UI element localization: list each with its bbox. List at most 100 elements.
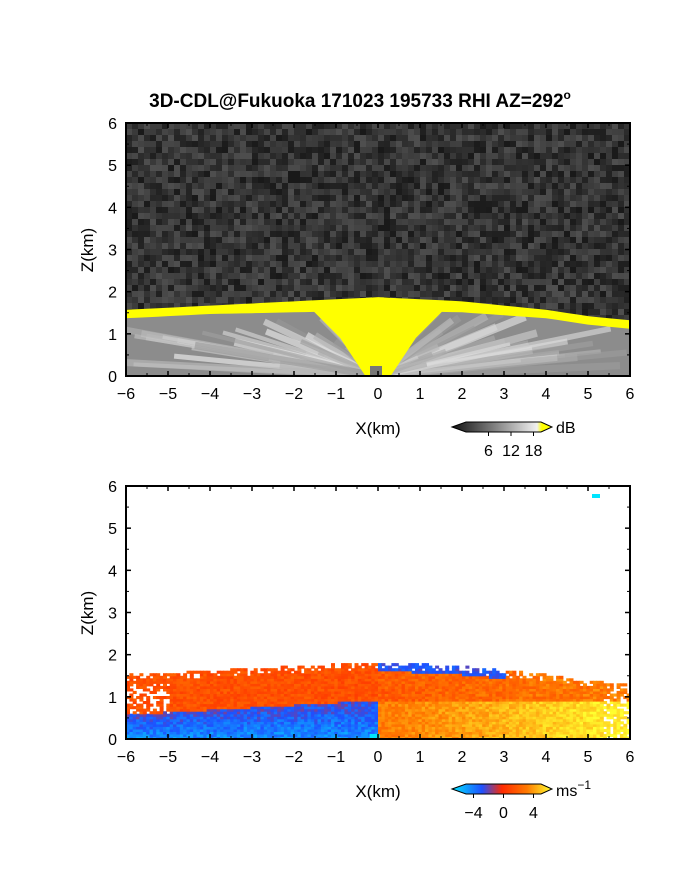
noise-cell [612,249,618,255]
noise-cell [126,153,132,159]
noise-cell [354,237,360,243]
noise-cell [342,243,348,249]
velocity-cell [290,718,295,722]
noise-cell [408,153,414,159]
noise-cell [240,231,246,237]
noise-cell [222,141,228,147]
velocity-cell [451,736,456,739]
noise-cell [354,129,360,135]
velocity-cell [280,733,285,737]
beam-ray [194,341,379,376]
noise-cell [474,189,480,195]
velocity-cell [173,718,177,722]
noise-cell [624,279,630,285]
backscatter-xtick-label: 1 [416,386,425,403]
noise-cell [330,123,336,129]
velocity-cell [159,733,164,737]
noise-cell [186,171,192,177]
noise-cell [468,267,474,273]
noise-cell [570,255,576,261]
noise-cell [384,249,390,255]
noise-cell [162,189,168,195]
velocity-cell [559,723,564,727]
noise-cell [384,267,390,273]
noise-cell [588,225,594,231]
velocity-cell [341,721,345,725]
noise-cell [204,201,210,207]
velocity-cell [226,731,231,735]
noise-cell [378,153,384,159]
noise-cell [582,183,588,189]
noise-cell [444,285,450,291]
velocity-cell [404,736,409,739]
velocity-cell [267,731,272,735]
velocity-cell [149,728,154,732]
noise-cell [288,123,294,129]
noise-cell [570,183,576,189]
velocity-cell [317,721,322,725]
noise-cell [414,273,420,279]
velocity-cell [381,726,386,730]
velocity-cell [502,728,507,732]
noise-cell [582,267,588,273]
noise-cell [396,141,402,147]
velocity-cell [381,721,386,725]
velocity-cell [152,736,157,739]
noise-cell [486,183,492,189]
noise-cell [300,243,306,249]
velocity-cell [546,726,550,730]
noise-cell [150,123,156,129]
noise-cell [276,123,282,129]
velocity-cell [398,718,403,722]
velocity-cell [277,721,282,725]
velocity-cell [300,733,305,737]
velocity-cell [599,721,604,725]
noise-cell [162,207,168,213]
velocity-cell [206,733,211,737]
velocity-cell [132,716,137,720]
velocity-cell [297,726,302,730]
noise-cell [486,279,492,285]
noise-cell [612,279,618,285]
noise-cell [276,237,282,243]
noise-cell [240,123,246,129]
noise-cell [396,171,402,177]
noise-cell [498,261,504,267]
noise-cell [408,285,414,291]
noise-cell [594,153,600,159]
noise-cell [204,177,210,183]
noise-cell [558,225,564,231]
noise-cell [462,135,468,141]
velocity-cell [290,721,295,725]
noise-cell [558,189,564,195]
velocity-cell [371,718,376,722]
noise-cell [144,261,150,267]
velocity-cell [478,728,483,732]
velocity-cell [213,728,218,732]
velocity-cell [357,733,362,737]
noise-cell [186,177,192,183]
noise-cell [144,285,150,291]
velocity-cell [532,733,537,737]
noise-cell [312,165,318,171]
noise-cell [204,279,210,285]
noise-cell [180,171,186,177]
velocity-cell [263,733,268,737]
noise-cell [480,195,486,201]
velocity-cell [458,731,463,735]
velocity-cell [613,723,618,727]
velocity-cell [364,731,369,735]
noise-cell [618,297,624,303]
velocity-cell [304,736,309,739]
noise-cell [384,243,390,249]
noise-cell [582,231,588,237]
noise-cell [144,165,150,171]
noise-cell [186,129,192,135]
noise-cell [306,261,312,267]
noise-cell [396,273,402,279]
noise-cell [396,183,402,189]
noise-cell [504,159,510,165]
noise-cell [276,177,282,183]
noise-cell [138,219,144,225]
velocity-cell [603,723,608,727]
